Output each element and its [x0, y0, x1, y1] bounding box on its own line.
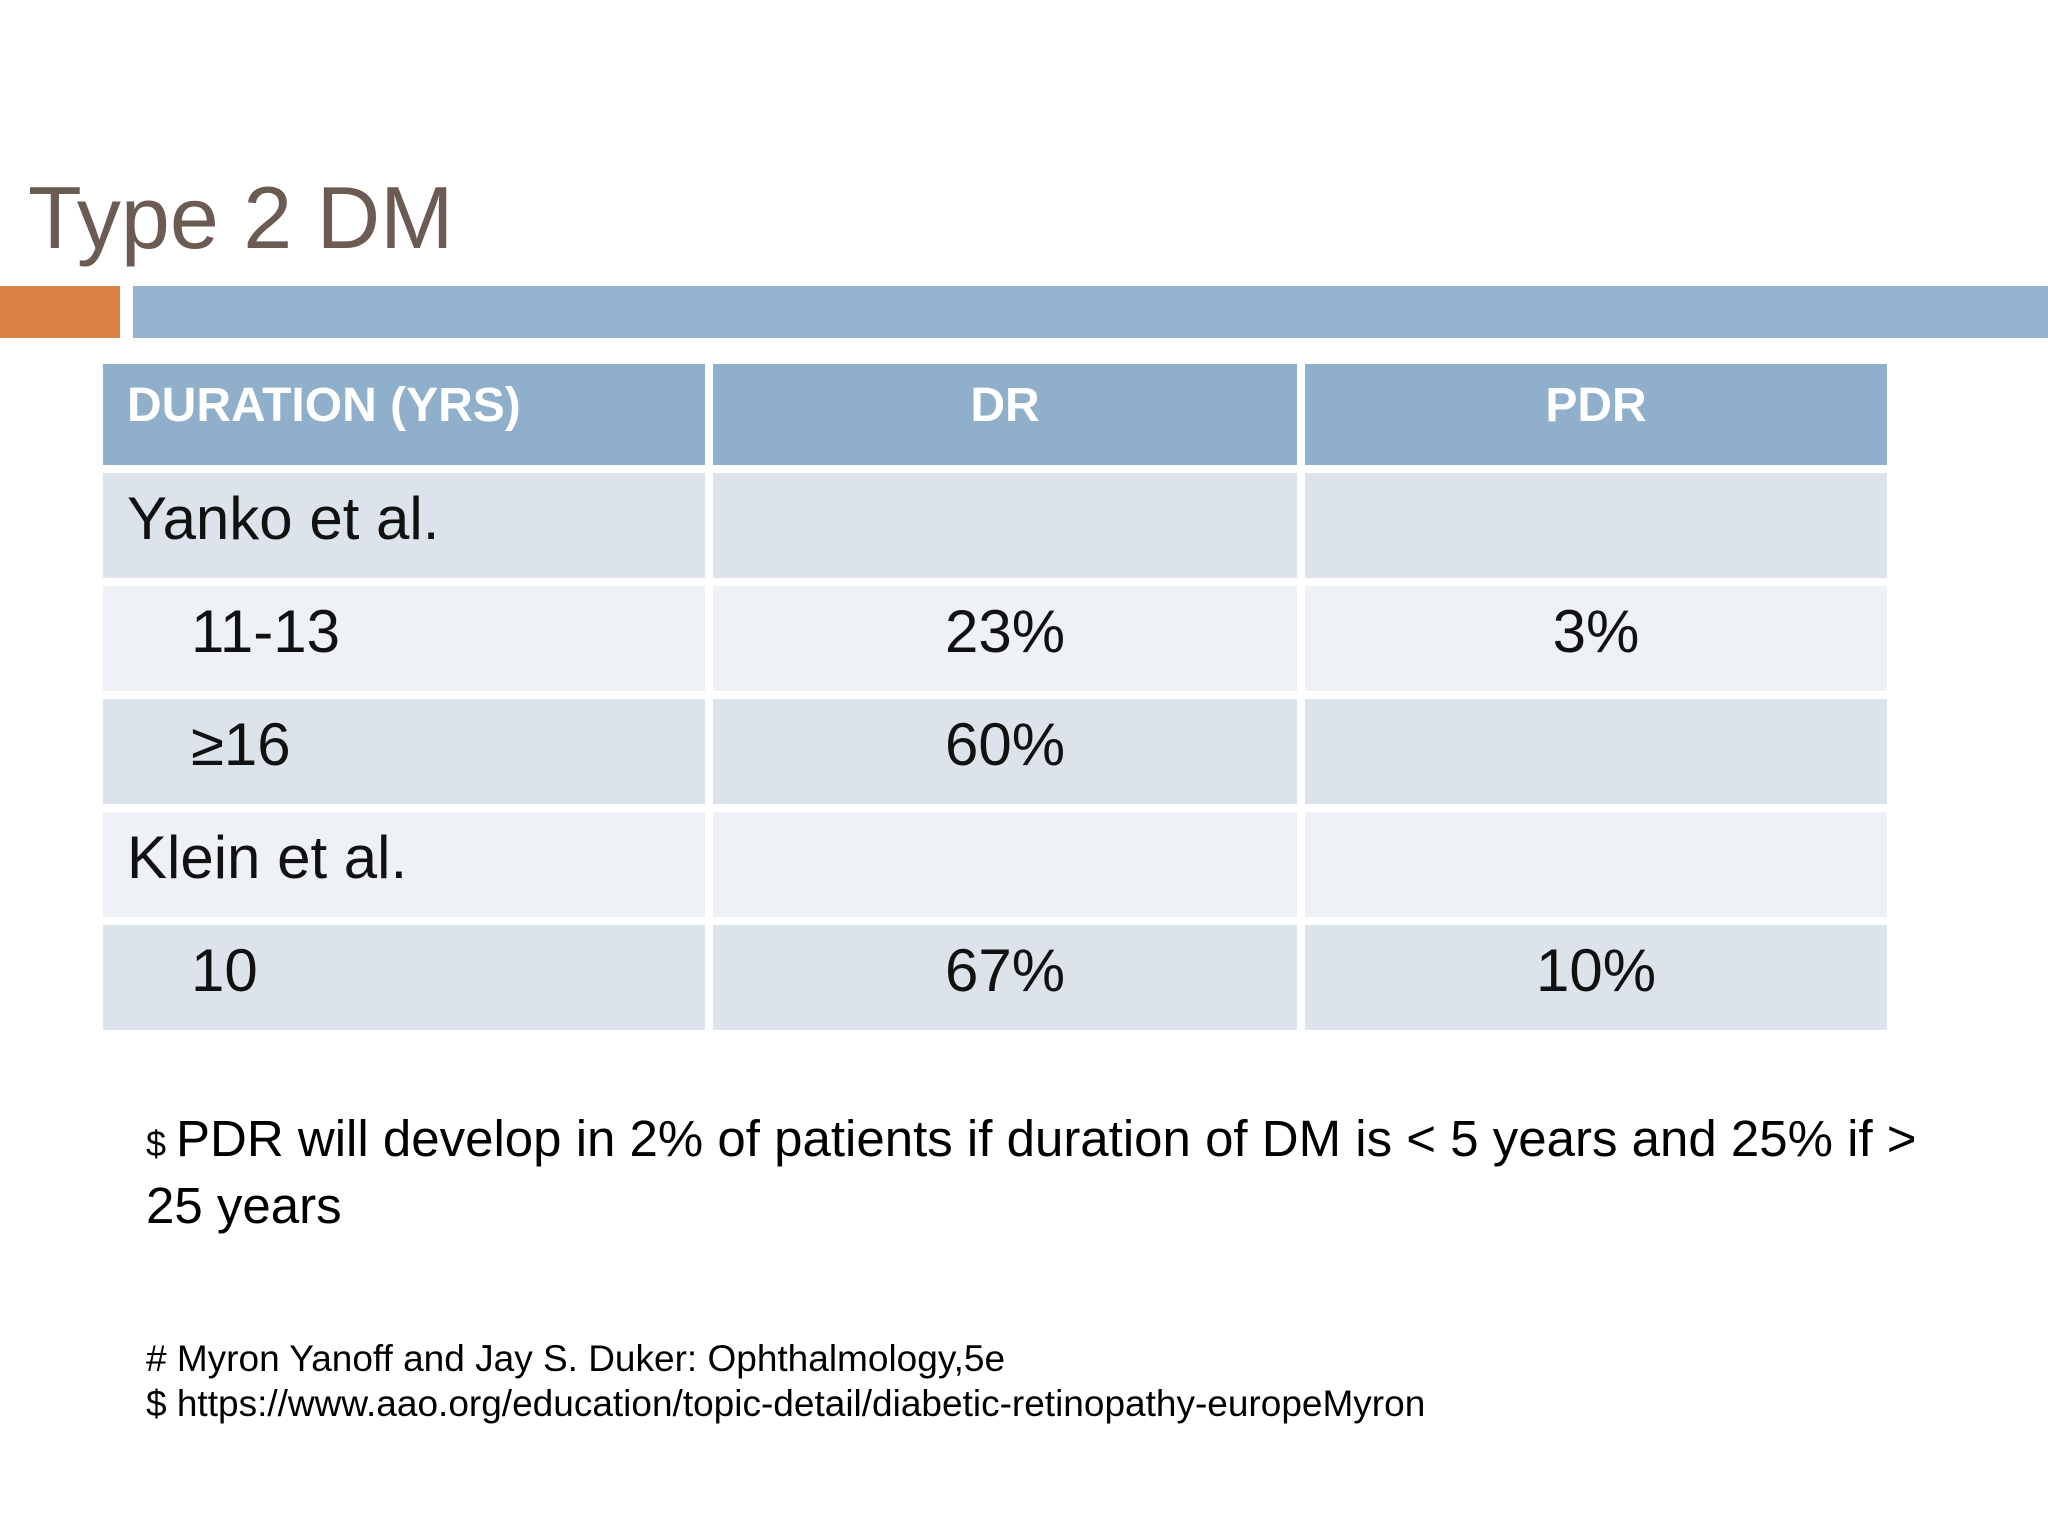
cell-pdr-value	[1305, 473, 1887, 578]
cell-dr-value: 60%	[713, 699, 1297, 804]
cell-dr-value	[713, 812, 1297, 917]
table-row-11-13: 11-13 23% 3%	[103, 586, 1887, 691]
column-header-pdr: PDR	[1305, 364, 1887, 465]
cell-study-label: Klein et al.	[103, 812, 705, 917]
cell-pdr-value	[1305, 699, 1887, 804]
table-row-10: 10 67% 10%	[103, 925, 1887, 1030]
cell-dr-value: 23%	[713, 586, 1297, 691]
table-row-klein: Klein et al.	[103, 812, 1887, 917]
cell-pdr-value: 10%	[1305, 925, 1887, 1030]
footnote-dollar-marker: $	[146, 1123, 167, 1164]
column-header-duration: DURATION (YRS)	[103, 364, 705, 465]
slide-title: Type 2 DM	[28, 168, 454, 267]
accent-orange-block	[0, 286, 120, 338]
footnote-line-2: 25 years	[146, 1177, 342, 1234]
footnote-text: PDR will develop in 2% of patients if du…	[176, 1110, 1917, 1167]
cell-dr-value	[713, 473, 1297, 578]
cell-study-label: Yanko et al.	[103, 473, 705, 578]
reference-url: $ https://www.aao.org/education/topic-de…	[146, 1383, 1426, 1424]
pdr-footnote: $ PDR will develop in 2% of patients if d…	[146, 1108, 1917, 1237]
cell-dr-value: 67%	[713, 925, 1297, 1030]
column-header-dr: DR	[713, 364, 1297, 465]
accent-blue-bar	[133, 286, 2048, 338]
table-row-yanko: Yanko et al.	[103, 473, 1887, 578]
cell-pdr-value: 3%	[1305, 586, 1887, 691]
reference-list: # Myron Yanoff and Jay S. Duker: Ophthal…	[146, 1336, 1425, 1426]
cell-pdr-value	[1305, 812, 1887, 917]
duration-dr-pdr-table: DURATION (YRS) DR PDR Yanko et al. 11-13…	[103, 364, 1887, 1030]
cell-duration-value: ≥16	[103, 699, 705, 804]
cell-duration-value: 11-13	[103, 586, 705, 691]
reference-book: # Myron Yanoff and Jay S. Duker: Ophthal…	[146, 1338, 1006, 1379]
table-row-ge16: ≥16 60%	[103, 699, 1887, 804]
footnote-line-1: $ PDR will develop in 2% of patients if d…	[146, 1108, 1917, 1175]
cell-duration-value: 10	[103, 925, 705, 1030]
table-header-row: DURATION (YRS) DR PDR	[103, 364, 1887, 465]
